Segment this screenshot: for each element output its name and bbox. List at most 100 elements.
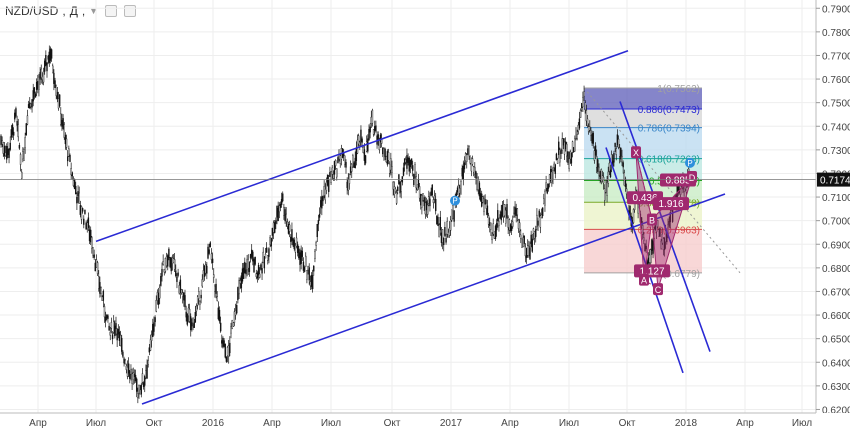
candle-body [592, 132, 594, 144]
candle-body [88, 229, 91, 242]
candle-body [604, 188, 606, 201]
harmonic-point-badge[interactable] [639, 273, 649, 286]
harmonic-point-badge[interactable] [631, 146, 641, 159]
candle-body [326, 174, 329, 186]
candle-body [356, 139, 359, 154]
candle-body [547, 183, 550, 189]
candle-body [77, 191, 79, 197]
candle-body [83, 218, 85, 225]
candle-body [314, 251, 316, 260]
x-tick-label: Июл [792, 418, 812, 429]
trend-line[interactable] [95, 49, 629, 243]
candle-body [640, 217, 643, 223]
candle-body [382, 147, 384, 155]
candle-body [477, 179, 479, 190]
candle-body [651, 239, 653, 251]
candle-body [390, 158, 392, 171]
chevron-down-icon[interactable]: ▼ [89, 6, 99, 16]
harmonic-point-badge[interactable] [653, 283, 663, 296]
candle-body [0, 135, 2, 145]
candle-body [209, 242, 212, 248]
candle-body [300, 250, 302, 264]
candle-body [575, 127, 577, 139]
candle-body [164, 258, 167, 272]
candle-body [144, 376, 146, 386]
event-marker[interactable] [685, 157, 695, 168]
time-axis[interactable] [0, 413, 850, 430]
candle-body [500, 211, 502, 221]
trend-line[interactable] [605, 147, 684, 374]
candle-body [315, 242, 317, 246]
candle-body [402, 167, 405, 176]
candle-body [505, 210, 507, 224]
event-marker[interactable] [450, 195, 460, 206]
candle-body [490, 222, 492, 230]
candle-body [127, 363, 130, 374]
candle-body [158, 286, 161, 299]
candle-body [261, 268, 263, 274]
candle-body [17, 124, 19, 138]
harmonic-ratio-badge [653, 197, 689, 211]
candle-body [68, 148, 70, 157]
fib-band [584, 88, 702, 110]
candle-body [571, 141, 574, 153]
harmonic-triangle-xab[interactable] [635, 152, 653, 280]
candle-body [61, 119, 63, 127]
candle-body [274, 222, 276, 233]
candle-body [464, 153, 467, 161]
candle-body [324, 189, 326, 201]
candle-body [64, 134, 67, 145]
candle-body [405, 159, 407, 163]
candle-body [609, 169, 612, 178]
candle-body [56, 91, 59, 99]
candle-body [132, 372, 134, 380]
candle-body [590, 130, 592, 136]
candle-body [306, 270, 308, 280]
candle-body [537, 220, 539, 226]
candle-body [555, 153, 558, 161]
candle-body [137, 393, 139, 398]
candle-body [355, 147, 358, 161]
candle-body [227, 345, 230, 358]
price-axis[interactable] [816, 0, 850, 430]
candle-body [408, 157, 410, 172]
candle-body [614, 143, 616, 147]
candle-body [259, 273, 261, 278]
trend-line[interactable] [619, 101, 711, 352]
candle-body [461, 167, 463, 177]
candle-body [386, 151, 389, 165]
harmonic-point-badge[interactable] [647, 213, 657, 226]
candle-body [107, 315, 109, 319]
candle-body [597, 159, 599, 172]
candle-body [428, 196, 430, 204]
candle-body [22, 151, 24, 160]
candle-body [45, 55, 47, 66]
candle-body [501, 205, 504, 217]
candle-body [420, 194, 422, 206]
candle-body [489, 222, 491, 226]
candle-body [310, 275, 313, 287]
candle-body [524, 246, 527, 257]
candle-body [540, 214, 543, 218]
candle-body [255, 273, 258, 277]
candle-body [305, 255, 307, 267]
candle-body [263, 256, 266, 269]
fib-level-label: 0.236(0.6963) [638, 225, 700, 236]
candle-body [585, 110, 588, 122]
trend-line[interactable] [141, 193, 726, 405]
interval-label[interactable]: Д [69, 4, 78, 18]
candle-body [528, 245, 530, 257]
harmonic-ratio-label: 0.436 [632, 193, 657, 204]
candle-body [385, 156, 387, 163]
candle-body [173, 259, 176, 270]
y-tick-label: 0.6600 [822, 311, 850, 322]
candle-body [320, 200, 322, 208]
harmonic-point-badge[interactable] [687, 171, 697, 183]
candle-body [24, 137, 26, 148]
candle-body [19, 154, 22, 165]
symbol-label[interactable]: NZD/USD [5, 4, 59, 18]
candle-body [309, 281, 312, 286]
candle-body [260, 264, 262, 270]
candle-body [48, 51, 50, 63]
